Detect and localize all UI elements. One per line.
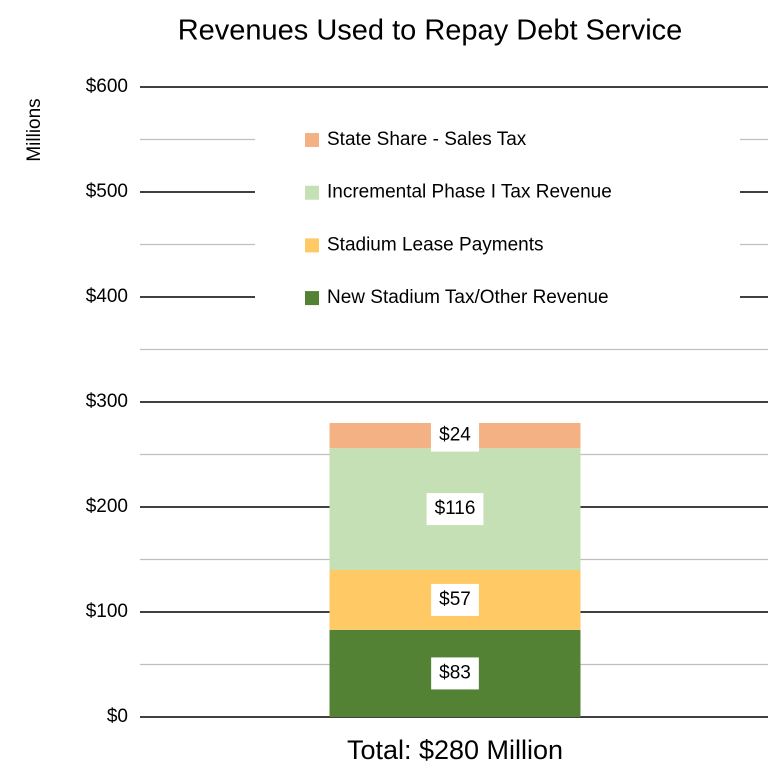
legend-swatch bbox=[305, 238, 319, 253]
value-label-box bbox=[430, 419, 480, 452]
value-label-box bbox=[431, 583, 479, 616]
value-label-box bbox=[426, 493, 484, 526]
legend-swatch bbox=[305, 291, 319, 306]
y-tick-label: $400 bbox=[86, 286, 128, 307]
legend-label: Incremental Phase I Tax Revenue bbox=[327, 182, 612, 203]
y-tick-label: $300 bbox=[86, 391, 128, 412]
value-label: $24 bbox=[439, 425, 471, 446]
value-label: $116 bbox=[435, 498, 476, 519]
legend-swatch bbox=[305, 185, 319, 200]
y-tick-label: $100 bbox=[86, 601, 128, 622]
y-tick-label: $200 bbox=[86, 496, 128, 517]
y-tick-label: $0 bbox=[107, 706, 128, 727]
legend-label: Stadium Lease Payments bbox=[327, 234, 544, 255]
legend-swatch bbox=[305, 133, 319, 147]
legend-background bbox=[255, 118, 740, 323]
value-label-box bbox=[431, 657, 479, 690]
chart-title: Revenues Used to Repay Debt Service bbox=[178, 15, 683, 47]
y-axis-label: Millions bbox=[24, 98, 45, 161]
value-label: $83 bbox=[439, 662, 471, 683]
y-tick-label: $500 bbox=[86, 181, 128, 202]
legend-label: State Share - Sales Tax bbox=[327, 129, 527, 150]
y-tick-label: $600 bbox=[86, 76, 128, 97]
value-label: $57 bbox=[439, 589, 471, 610]
x-tick-label: Total: $280 Million bbox=[347, 735, 563, 765]
legend-label: New Stadium Tax/Other Revenue bbox=[327, 287, 609, 308]
